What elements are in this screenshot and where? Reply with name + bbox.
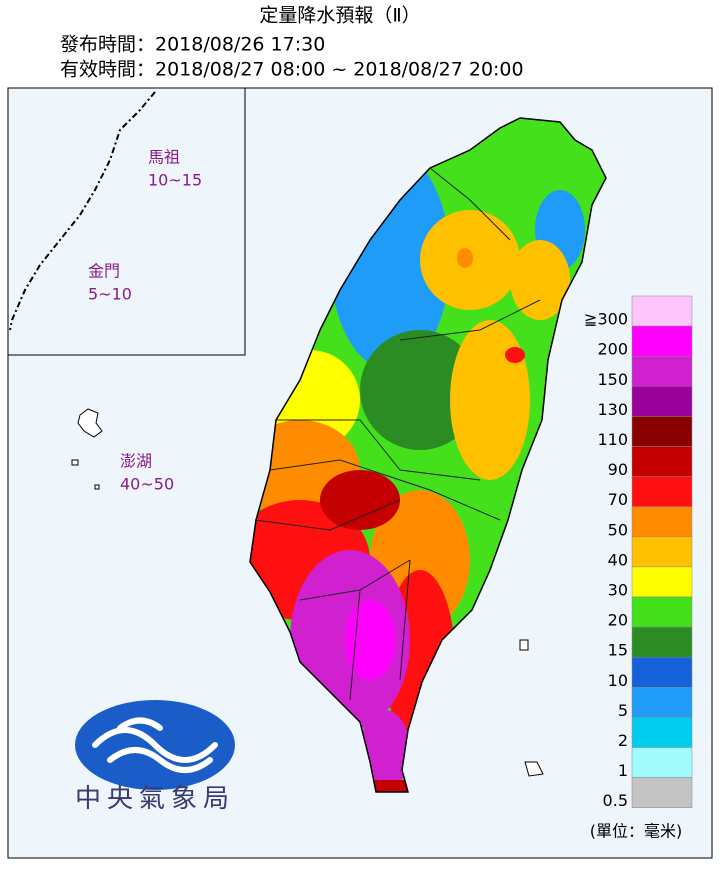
legend-swatch [631, 656, 693, 688]
island-name: 馬祖 [148, 148, 180, 167]
legend-label: 150 [597, 370, 628, 389]
island-name: 金門 [88, 262, 120, 281]
coastline [9, 91, 156, 331]
title: 定量降水預報（Ⅱ） [259, 5, 420, 27]
island-range: 5~10 [88, 285, 132, 304]
island-range: 10~15 [148, 171, 202, 190]
legend-label: 0.5 [603, 791, 628, 810]
legend-label: 40 [608, 550, 628, 569]
legend-label: 90 [608, 460, 628, 479]
legend-label: 50 [608, 520, 628, 539]
legend: ≧300 200 150 130 110 90 70 50 40 30 20 15 10 5 2 1 0.5 [584, 295, 693, 810]
legend-label: 130 [597, 400, 628, 419]
legend-swatch [631, 446, 693, 477]
island-name: 澎湖 [120, 452, 152, 471]
legend-label: 20 [608, 611, 628, 630]
islet-outline [519, 639, 544, 777]
island-range: 40~50 [120, 475, 174, 494]
legend-label: 110 [597, 430, 628, 449]
legend-label: 1 [618, 761, 628, 780]
legend-swatch [631, 687, 693, 718]
legend-swatch [631, 386, 693, 417]
inset-frame [7, 87, 246, 356]
legend-swatch [631, 416, 693, 447]
legend-swatch [631, 325, 693, 357]
legend-swatch [631, 596, 693, 628]
legend-swatch [631, 506, 693, 538]
legend-swatch [631, 747, 693, 778]
legend-label: 5 [618, 701, 628, 720]
legend-swatch [631, 566, 693, 598]
legend-swatch [631, 476, 693, 507]
unit-label: (單位：毫米) [590, 822, 683, 841]
issued-time: 發布時間：2018/08/26 17:30 [60, 34, 325, 56]
legend-swatch [631, 717, 693, 748]
valid-time: 有效時間：2018/08/27 08:00 ~ 2018/08/27 20:00 [60, 59, 524, 81]
legend-label: ≧300 [584, 310, 628, 329]
county-boundaries [254, 167, 541, 701]
legend-label: 70 [608, 490, 628, 509]
legend-label: 2 [618, 731, 628, 750]
legend-label: 200 [597, 340, 628, 359]
taiwan-outline [249, 117, 607, 793]
logo: 中央氣象局 [75, 700, 235, 814]
legend-label: 30 [608, 581, 628, 600]
island-labels: 馬祖 10~15 金門 5~10 澎湖 40~50 [88, 148, 202, 494]
logo-text: 中央氣象局 [75, 784, 235, 814]
legend-swatch [631, 777, 693, 808]
penghu-outline [71, 408, 103, 490]
legend-label: 15 [608, 641, 628, 660]
legend-swatch [631, 295, 693, 327]
legend-swatch [631, 626, 693, 658]
legend-swatch [631, 355, 693, 387]
legend-swatch [631, 536, 693, 568]
legend-label: 10 [608, 671, 628, 690]
